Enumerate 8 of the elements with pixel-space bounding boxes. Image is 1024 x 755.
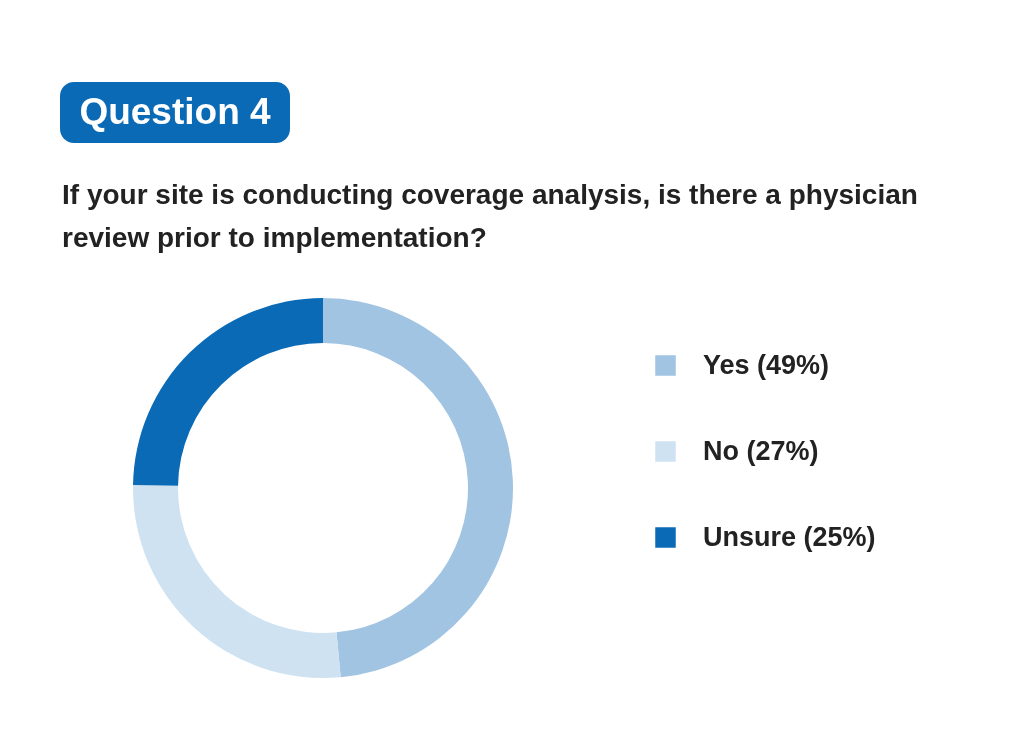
chart-title: Question 4 [79, 91, 272, 132]
donut-slice [133, 485, 341, 678]
chart-subtitle: If your site is conducting coverage analysis, is there a physician review prior to implementation? [62, 179, 918, 253]
legend-label: No (27%) [703, 435, 819, 466]
legend-label: Yes (49%) [703, 349, 830, 380]
donut-slice [133, 298, 323, 486]
donut-slice [323, 298, 513, 678]
legend-label: Unsure (25%) [703, 521, 876, 552]
